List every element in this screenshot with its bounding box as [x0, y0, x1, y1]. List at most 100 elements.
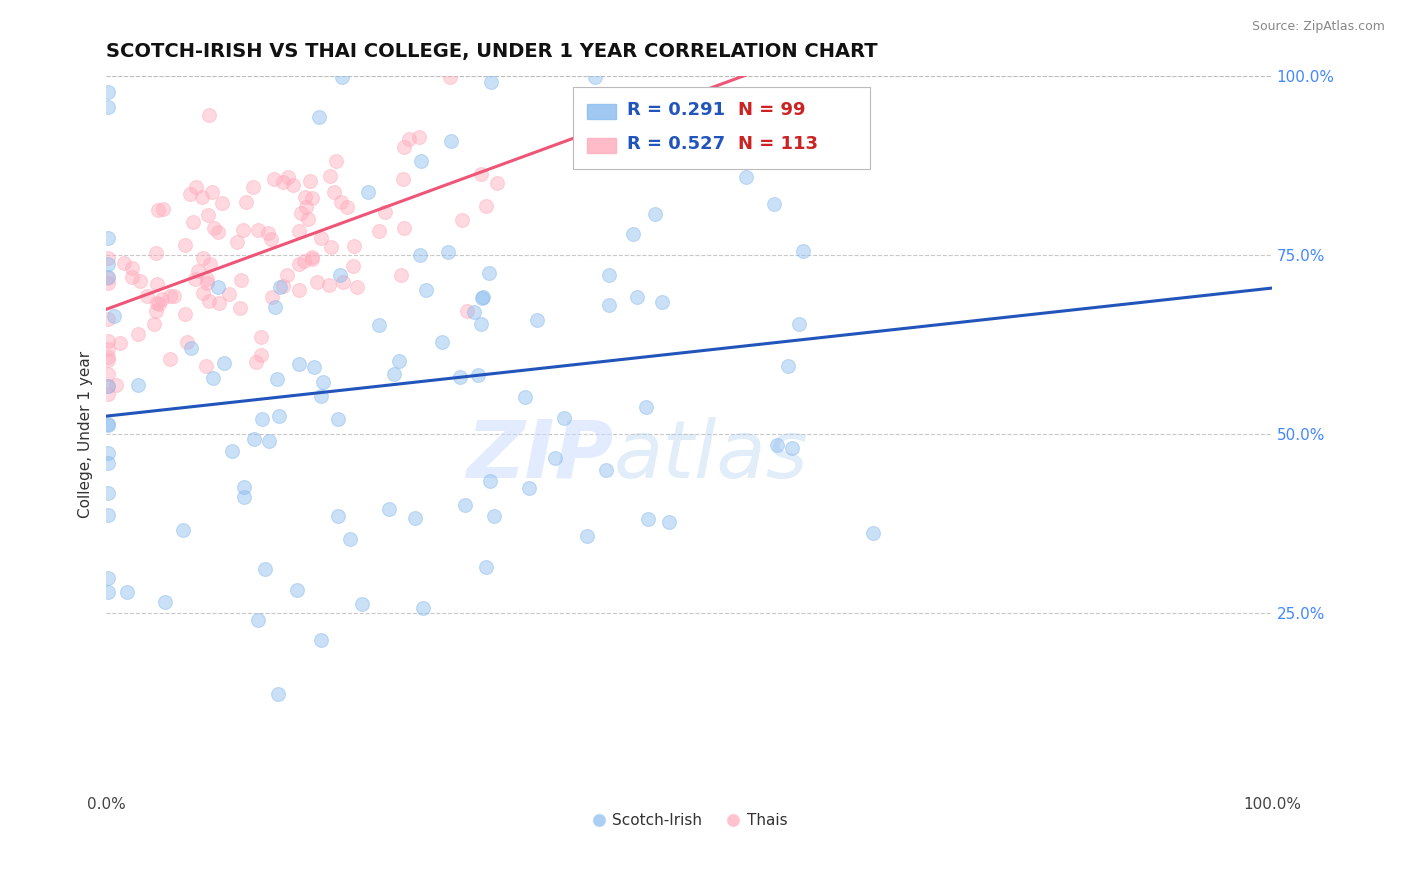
Point	[97, 257, 120, 271]
Point	[97, 252, 120, 266]
Point	[145, 277, 167, 292]
Point	[553, 410, 575, 425]
Text: N = 113: N = 113	[738, 136, 818, 153]
Point	[159, 289, 181, 303]
Point	[97, 387, 120, 401]
Point	[242, 180, 264, 194]
Point	[343, 239, 366, 253]
Point	[778, 359, 800, 373]
Point	[415, 284, 437, 298]
Point	[463, 305, 485, 319]
Point	[228, 301, 250, 316]
Point	[97, 353, 120, 368]
Point	[439, 70, 461, 84]
Point	[266, 372, 288, 386]
Point	[257, 434, 280, 448]
Point	[253, 562, 276, 576]
Point	[288, 224, 311, 238]
Point	[150, 292, 173, 306]
Point	[288, 357, 311, 371]
Point	[97, 379, 120, 393]
Point	[97, 342, 120, 356]
Point	[478, 266, 501, 280]
Point	[408, 130, 430, 145]
Point	[108, 335, 131, 350]
Point	[382, 368, 405, 382]
Point	[97, 269, 120, 284]
Point	[583, 70, 606, 84]
Point	[148, 297, 170, 311]
Point	[430, 334, 453, 349]
Point	[186, 180, 208, 194]
Point	[195, 272, 218, 286]
Point	[595, 463, 617, 477]
Point	[318, 278, 340, 293]
Point	[97, 571, 120, 585]
Point	[264, 300, 287, 314]
Point	[267, 409, 290, 424]
Point	[207, 225, 229, 239]
Point	[173, 307, 195, 321]
Point	[187, 264, 209, 278]
Point	[198, 293, 221, 308]
Point	[232, 223, 254, 237]
Point	[97, 351, 120, 365]
Point	[97, 271, 120, 285]
Point	[247, 223, 270, 237]
Point	[398, 132, 420, 146]
FancyBboxPatch shape	[586, 138, 616, 153]
Point	[211, 196, 233, 211]
Point	[145, 304, 167, 318]
Point	[295, 200, 318, 214]
Point	[191, 251, 214, 265]
Point	[302, 359, 325, 374]
Point	[342, 260, 364, 274]
Point	[392, 221, 415, 235]
Point	[658, 515, 681, 529]
Point	[470, 318, 492, 332]
Point	[470, 167, 492, 181]
Point	[97, 584, 120, 599]
Point	[184, 272, 207, 286]
Point	[389, 268, 412, 283]
Point	[250, 347, 273, 361]
Point	[388, 353, 411, 368]
Point	[121, 261, 143, 276]
Point	[325, 153, 347, 168]
Point	[97, 486, 120, 500]
Point	[288, 284, 311, 298]
Point	[377, 501, 399, 516]
Point	[792, 244, 814, 258]
Point	[260, 290, 283, 304]
Point	[174, 238, 197, 252]
Point	[409, 248, 432, 262]
Point	[437, 245, 460, 260]
Point	[198, 257, 221, 271]
Point	[352, 597, 374, 611]
Point	[145, 245, 167, 260]
Point	[294, 190, 316, 204]
Point	[257, 227, 280, 241]
Point	[269, 280, 291, 294]
Point	[644, 207, 666, 221]
Point	[374, 205, 396, 219]
Text: atlas: atlas	[613, 417, 808, 494]
Point	[323, 185, 346, 199]
Point	[301, 252, 323, 266]
Point	[482, 508, 505, 523]
Point	[312, 376, 335, 390]
Point	[247, 613, 270, 627]
Point	[787, 317, 810, 331]
Point	[218, 286, 240, 301]
Point	[368, 318, 391, 332]
Y-axis label: College, Under 1 year: College, Under 1 year	[79, 351, 93, 517]
Point	[129, 274, 152, 288]
Point	[197, 108, 219, 122]
Point	[392, 172, 415, 186]
Point	[201, 185, 224, 199]
Point	[346, 280, 368, 294]
Point	[183, 215, 205, 229]
Point	[104, 377, 127, 392]
Point	[97, 508, 120, 522]
Point	[526, 313, 548, 327]
